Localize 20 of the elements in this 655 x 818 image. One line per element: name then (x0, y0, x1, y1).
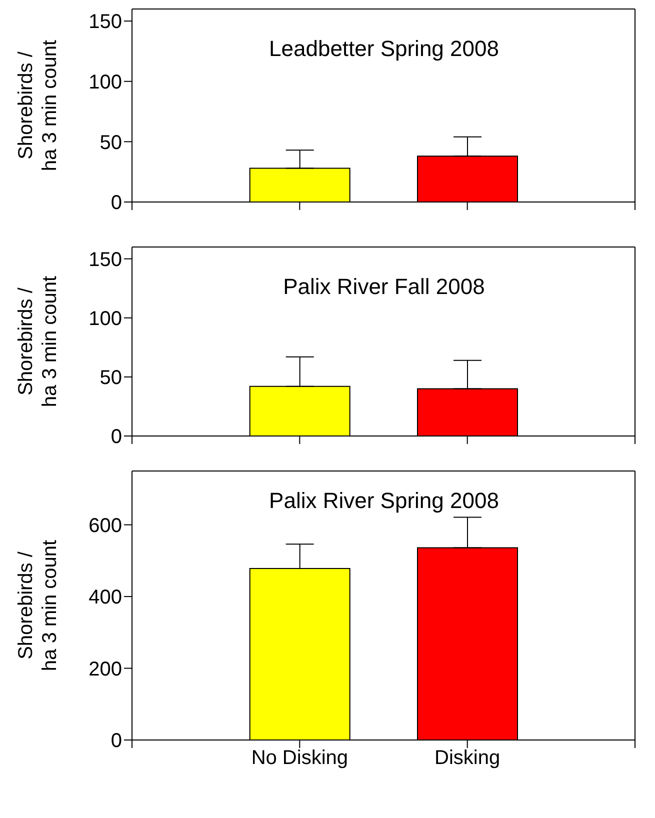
y-tick-label: 0 (110, 730, 122, 752)
y-tick-label: 50 (100, 367, 122, 390)
y-axis-title: Shorebirds / ha 3 min count (15, 39, 61, 172)
y-tick-label: 600 (88, 514, 122, 537)
x-tick-label: Disking (434, 747, 500, 770)
y-tick-label: 100 (88, 71, 122, 94)
y-tick-label: 0 (110, 192, 122, 214)
y-axis-title: Shorebirds / ha 3 min count (15, 275, 61, 408)
y-tick-label: 200 (88, 658, 122, 680)
y-tick-label: 150 (88, 11, 122, 34)
y-tick-label: 150 (88, 248, 122, 271)
text: Palix River Spring 2008 (268, 488, 500, 514)
text: Palix River Fall 2008 (282, 274, 486, 300)
y-tick-label: 100 (88, 308, 122, 330)
y-tick-label: 400 (88, 586, 122, 609)
x-tick-label: No Disking (251, 747, 348, 770)
y-tick-label: 0 (110, 426, 122, 448)
y-tick-label: 50 (100, 132, 122, 154)
text: Leadbetter Spring 2008 (268, 36, 500, 62)
y-axis-title: Shorebirds / ha 3 min count (15, 539, 61, 672)
